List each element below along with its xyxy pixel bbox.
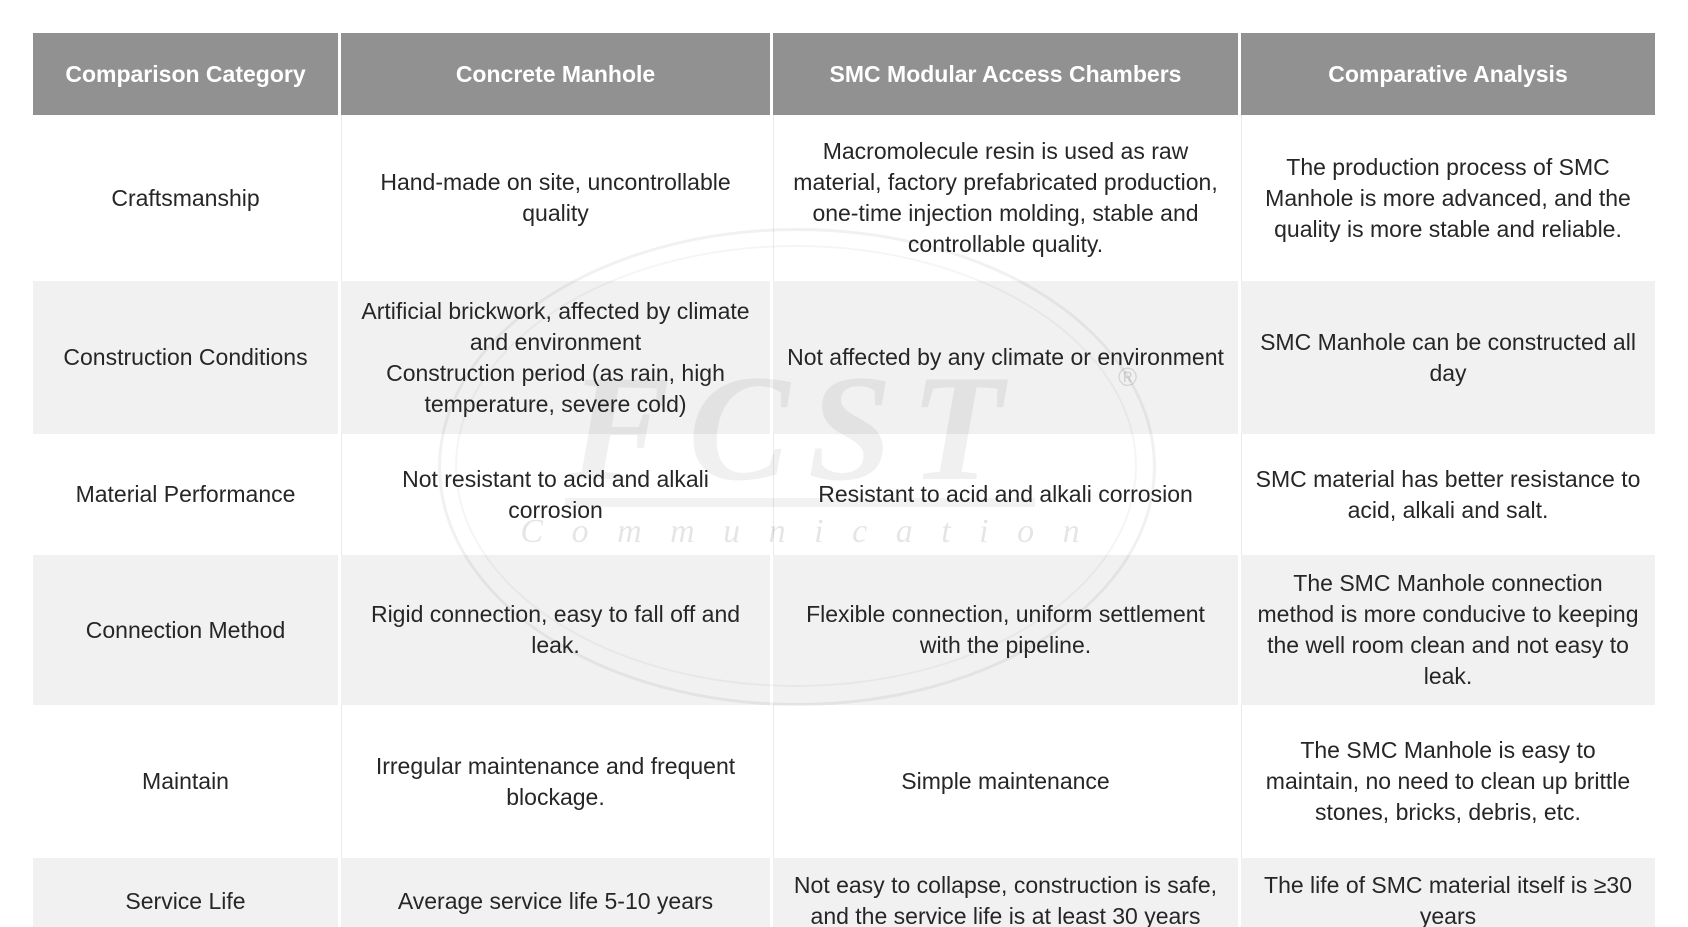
- cell-category: Material Performance: [33, 434, 338, 555]
- cell-smc: Flexible connection, uniform settlement …: [770, 555, 1238, 705]
- cell-analysis: The SMC Manhole is easy to maintain, no …: [1238, 705, 1655, 858]
- table-row-maintain: Maintain Irregular maintenance and frequ…: [33, 705, 1655, 858]
- cell-concrete: Artificial brickwork, affected by climat…: [338, 281, 770, 434]
- cell-smc: Not affected by any climate or environme…: [770, 281, 1238, 434]
- cell-smc: Simple maintenance: [770, 705, 1238, 858]
- cell-analysis: The life of SMC material itself is ≥30 y…: [1238, 858, 1655, 927]
- cell-analysis: SMC Manhole can be constructed all day: [1238, 281, 1655, 434]
- cell-concrete: Average service life 5-10 years: [338, 858, 770, 927]
- cell-analysis: SMC material has better resistance to ac…: [1238, 434, 1655, 555]
- cell-category: Service Life: [33, 858, 338, 927]
- header-comparative-analysis: Comparative Analysis: [1238, 33, 1655, 115]
- header-comparison-category: Comparison Category: [33, 33, 338, 115]
- cell-analysis: The SMC Manhole connection method is mor…: [1238, 555, 1655, 705]
- table-row-service-life: Service Life Average service life 5-10 y…: [33, 858, 1655, 927]
- header-concrete-manhole: Concrete Manhole: [338, 33, 770, 115]
- table-row-material-performance: Material Performance Not resistant to ac…: [33, 434, 1655, 555]
- cell-analysis: The production process of SMC Manhole is…: [1238, 115, 1655, 281]
- header-row: Comparison Category Concrete Manhole SMC…: [33, 33, 1655, 115]
- cell-category: Connection Method: [33, 555, 338, 705]
- cell-smc: Macromolecule resin is used as raw mater…: [770, 115, 1238, 281]
- table-row-construction-conditions: Construction Conditions Artificial brick…: [33, 281, 1655, 434]
- table-row-craftsmanship: Craftsmanship Hand-made on site, uncontr…: [33, 115, 1655, 281]
- table-row-connection-method: Connection Method Rigid connection, easy…: [33, 555, 1655, 705]
- cell-category: Craftsmanship: [33, 115, 338, 281]
- cell-concrete: Hand-made on site, uncontrollable qualit…: [338, 115, 770, 281]
- cell-concrete: Not resistant to acid and alkali corrosi…: [338, 434, 770, 555]
- cell-smc: Resistant to acid and alkali corrosion: [770, 434, 1238, 555]
- cell-concrete: Rigid connection, easy to fall off and l…: [338, 555, 770, 705]
- cell-smc: Not easy to collapse, construction is sa…: [770, 858, 1238, 927]
- comparison-table: Comparison Category Concrete Manhole SMC…: [33, 33, 1655, 927]
- cell-category: Construction Conditions: [33, 281, 338, 434]
- cell-category: Maintain: [33, 705, 338, 858]
- header-smc-modular-access-chambers: SMC Modular Access Chambers: [770, 33, 1238, 115]
- cell-concrete: Irregular maintenance and frequent block…: [338, 705, 770, 858]
